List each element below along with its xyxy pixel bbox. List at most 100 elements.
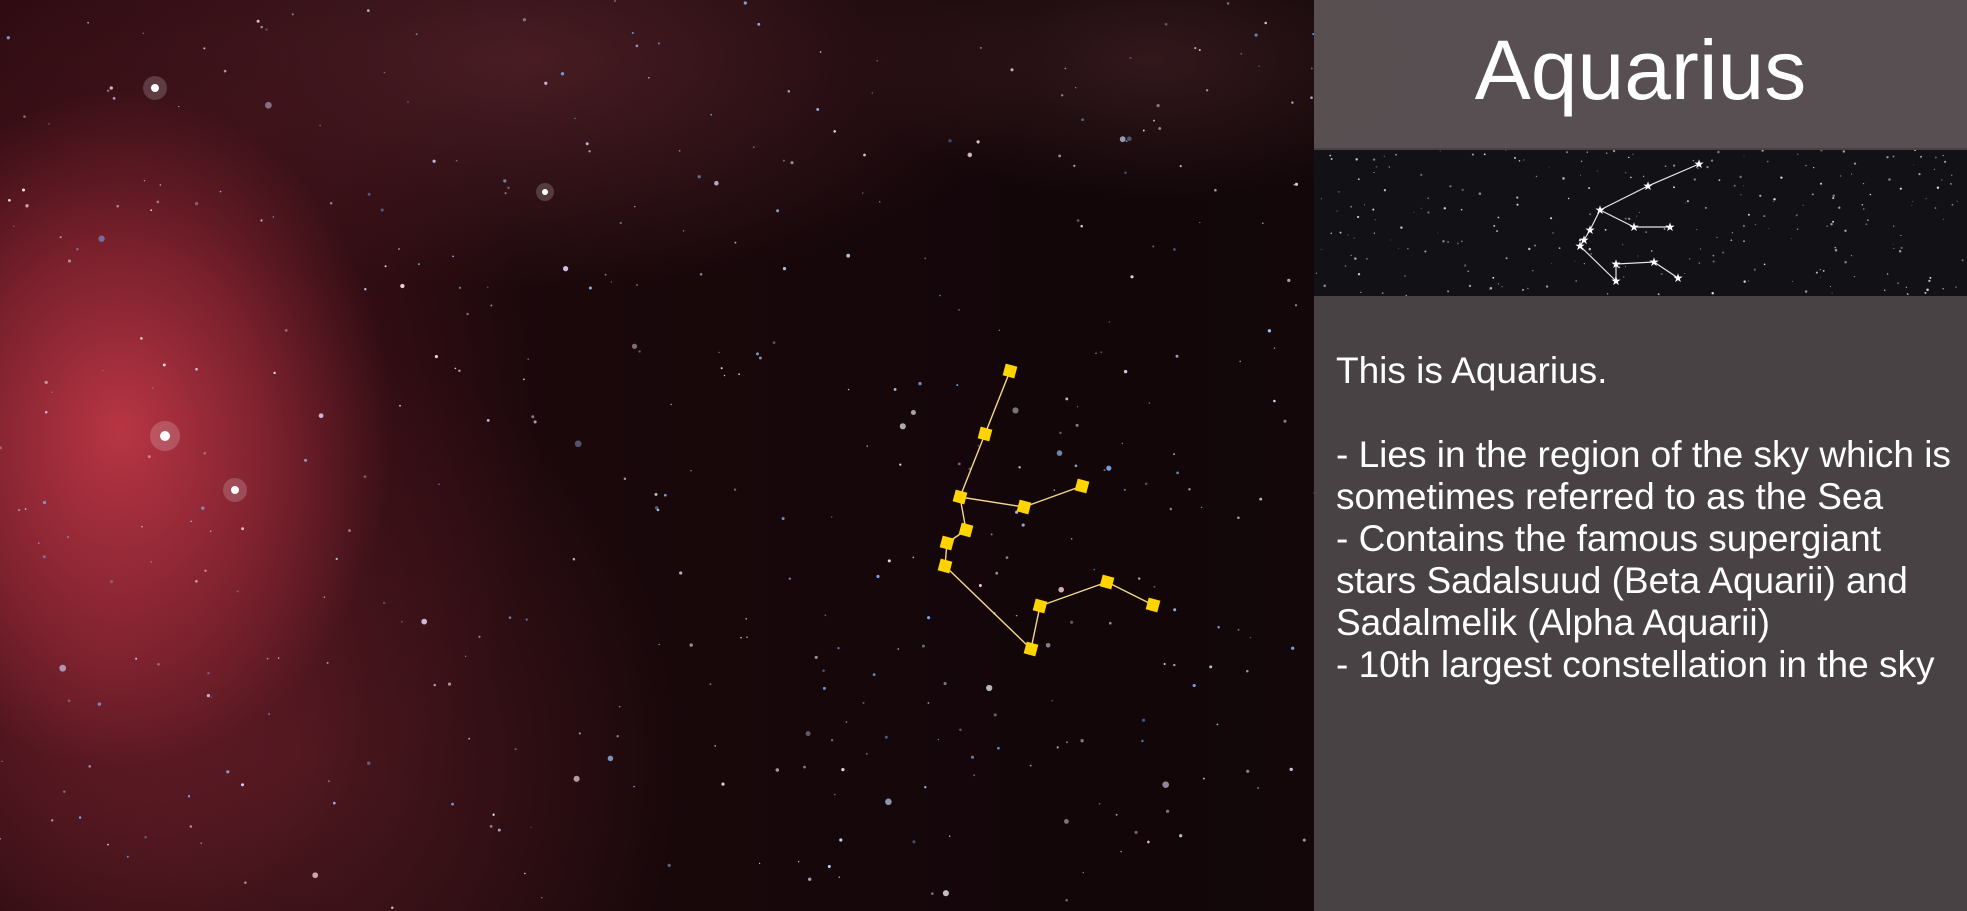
background-star bbox=[1246, 669, 1249, 673]
background-star bbox=[1045, 642, 1051, 648]
background-star bbox=[384, 265, 387, 268]
background-star bbox=[42, 500, 47, 505]
thumbnail-star-icon: ★ bbox=[1595, 203, 1606, 217]
background-star bbox=[977, 444, 980, 447]
thumbnail-star bbox=[1534, 244, 1537, 247]
background-star bbox=[733, 488, 737, 491]
thumbnail-star bbox=[1955, 286, 1957, 288]
background-star bbox=[679, 571, 683, 575]
background-star bbox=[927, 702, 930, 704]
star-marker[interactable] bbox=[1016, 499, 1032, 515]
thumbnail-star bbox=[1805, 164, 1807, 167]
thumbnail-star bbox=[1697, 167, 1699, 169]
thumbnail-star bbox=[1796, 228, 1799, 231]
background-star bbox=[782, 266, 787, 271]
star-marker[interactable] bbox=[1023, 641, 1039, 657]
background-star bbox=[876, 60, 878, 62]
star-marker[interactable] bbox=[1074, 478, 1090, 494]
background-star bbox=[1070, 538, 1073, 540]
background-star bbox=[1173, 248, 1176, 251]
background-star bbox=[398, 248, 400, 250]
background-star bbox=[1205, 89, 1209, 92]
thumbnail-star bbox=[1834, 246, 1837, 249]
star-marker[interactable] bbox=[977, 426, 993, 442]
thumbnail-star bbox=[1853, 275, 1856, 278]
background-star bbox=[383, 71, 386, 74]
thumbnail-star bbox=[1813, 166, 1815, 169]
background-star bbox=[1302, 838, 1306, 842]
background-star bbox=[862, 192, 864, 194]
star-marker[interactable] bbox=[1002, 363, 1018, 379]
thumbnail-star bbox=[1717, 150, 1720, 154]
thumbnail-star bbox=[1792, 280, 1793, 282]
star-marker[interactable] bbox=[952, 489, 968, 505]
background-star bbox=[816, 107, 820, 111]
thumbnail-line bbox=[1583, 229, 1591, 241]
star-marker[interactable] bbox=[958, 522, 974, 538]
background-star bbox=[1173, 453, 1175, 455]
background-star bbox=[1095, 352, 1097, 355]
thumbnail-star bbox=[1940, 178, 1943, 181]
thumbnail-star bbox=[1330, 158, 1333, 160]
background-star bbox=[51, 819, 54, 822]
background-star bbox=[1147, 840, 1150, 844]
thumbnail-star bbox=[1505, 257, 1508, 260]
background-star bbox=[1080, 739, 1084, 743]
background-star bbox=[241, 527, 245, 531]
background-star bbox=[822, 686, 826, 690]
background-star bbox=[1258, 65, 1260, 67]
thumbnail-star bbox=[1568, 197, 1570, 200]
background-star bbox=[503, 179, 507, 183]
thumbnail-star bbox=[1906, 293, 1909, 295]
thumbnail-line bbox=[1615, 261, 1655, 265]
thumbnail-star bbox=[1759, 194, 1762, 197]
thumbnail-star bbox=[1522, 289, 1524, 291]
thumbnail-star bbox=[1535, 175, 1538, 178]
thumbnail-star bbox=[1489, 288, 1491, 290]
thumbnail-star bbox=[1636, 215, 1638, 217]
background-star bbox=[656, 508, 660, 512]
thumbnail-star bbox=[1660, 272, 1663, 276]
constellation-line bbox=[959, 496, 1025, 508]
background-star bbox=[633, 785, 635, 788]
thumbnail-star bbox=[1888, 178, 1891, 181]
fact-item: - Contains the famous supergiant stars S… bbox=[1336, 518, 1908, 643]
star-marker[interactable] bbox=[939, 535, 955, 551]
background-star bbox=[863, 153, 866, 157]
star-marker[interactable] bbox=[937, 558, 953, 574]
background-star bbox=[924, 257, 927, 260]
thumbnail-star bbox=[1899, 187, 1902, 190]
thumbnail-star bbox=[1712, 260, 1715, 263]
background-star bbox=[135, 657, 138, 660]
background-star bbox=[714, 180, 719, 186]
star-marker[interactable] bbox=[1099, 574, 1115, 590]
background-star bbox=[635, 44, 639, 48]
background-star bbox=[319, 124, 321, 127]
background-star bbox=[746, 636, 748, 639]
thumbnail-star bbox=[1950, 183, 1952, 185]
background-star bbox=[1066, 741, 1068, 744]
thumbnail-star bbox=[1532, 270, 1534, 272]
thumbnail-star bbox=[1830, 222, 1833, 226]
background-star bbox=[699, 272, 703, 276]
background-star bbox=[978, 584, 982, 587]
star-marker[interactable] bbox=[1032, 598, 1048, 614]
background-star bbox=[1237, 628, 1240, 631]
background-star bbox=[244, 881, 247, 884]
background-star bbox=[203, 47, 206, 50]
background-star bbox=[458, 286, 462, 289]
thumbnail-star bbox=[1420, 207, 1422, 210]
star-marker[interactable] bbox=[1145, 597, 1161, 613]
thumbnail-star bbox=[1497, 283, 1500, 285]
background-star bbox=[1166, 809, 1170, 813]
background-star bbox=[833, 130, 836, 133]
background-star bbox=[1015, 614, 1018, 617]
thumbnail-star bbox=[1684, 272, 1686, 275]
thumbnail-star-icon: ★ bbox=[1579, 233, 1590, 247]
thumbnail-star bbox=[1698, 262, 1700, 264]
fact-item: - 10th largest constellation in the sky bbox=[1336, 644, 1935, 685]
background-star bbox=[563, 266, 569, 272]
background-star bbox=[1115, 813, 1118, 816]
background-star bbox=[1217, 625, 1220, 629]
